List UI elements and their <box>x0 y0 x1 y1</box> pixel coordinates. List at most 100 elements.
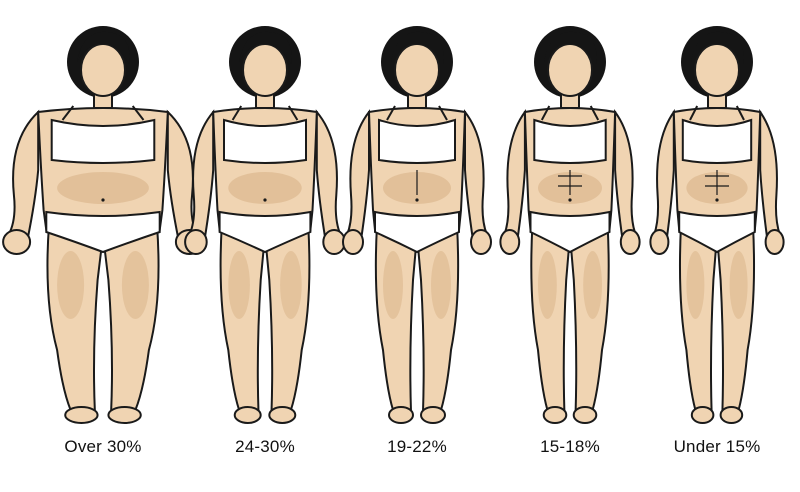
bra-strap-right <box>131 105 145 121</box>
label-19-22: 19-22% <box>387 437 447 456</box>
left-arm <box>7 109 40 242</box>
right-arm <box>315 109 342 242</box>
left-leg <box>46 223 105 414</box>
figure-illustration <box>649 26 785 424</box>
briefs <box>218 210 312 254</box>
label-under-15: Under 15% <box>673 437 761 456</box>
face <box>547 43 593 97</box>
right-foot <box>268 406 297 424</box>
right-foot <box>719 406 744 424</box>
bra-strap-right <box>287 105 299 121</box>
label-15-18: 15-18% <box>540 437 600 456</box>
right-foot <box>572 406 598 424</box>
label-over-30: Over 30% <box>64 437 142 456</box>
left-arm <box>502 108 526 242</box>
bra-strap-right <box>438 105 448 121</box>
figure-over-30 <box>2 20 204 430</box>
left-leg <box>530 223 572 414</box>
right-hand <box>764 229 785 255</box>
right-arm <box>614 108 638 242</box>
left-foot <box>542 406 568 424</box>
navel <box>568 198 572 202</box>
left-foot <box>690 406 715 424</box>
left-leg-shade <box>383 251 403 319</box>
bra-strap-left <box>689 105 699 121</box>
bra-strap-left <box>386 105 396 121</box>
figure-15-18 <box>490 20 650 430</box>
sports-bra <box>533 118 607 164</box>
right-leg-shade <box>280 251 302 319</box>
right-foot <box>107 406 142 424</box>
left-hand <box>499 229 521 255</box>
figure-illustration <box>184 26 346 424</box>
face <box>394 43 440 97</box>
hair-fringe <box>77 31 130 64</box>
face <box>694 43 740 97</box>
right-arm <box>464 109 489 242</box>
abs-grid <box>558 175 582 187</box>
right-leg <box>101 223 160 414</box>
left-hand <box>2 229 32 255</box>
label-24-30: 24-30% <box>235 437 295 456</box>
left-arm <box>345 109 370 242</box>
right-leg <box>568 223 610 414</box>
bra-strap-left <box>540 105 551 121</box>
sports-bra <box>50 118 156 164</box>
right-leg <box>415 223 460 414</box>
left-foot <box>233 406 262 424</box>
sports-bra <box>681 118 753 164</box>
hair-fringe <box>691 31 744 64</box>
left-leg-shade <box>538 251 557 319</box>
right-arm <box>759 108 782 242</box>
figure-19-22 <box>337 20 497 430</box>
briefs <box>45 210 161 254</box>
figure-24-30 <box>184 20 346 430</box>
abs-grid <box>705 175 729 187</box>
right-leg-shade <box>583 251 602 319</box>
right-leg-shade <box>121 251 149 319</box>
bra-strap-left <box>231 105 243 121</box>
briefs <box>529 210 611 254</box>
hair-fringe <box>544 31 597 64</box>
briefs <box>678 210 756 254</box>
right-hand <box>470 229 492 255</box>
sports-bra <box>223 118 307 164</box>
right-foot <box>420 406 446 424</box>
right-leg-shade <box>729 251 748 319</box>
left-foot <box>388 406 414 424</box>
briefs <box>374 210 460 254</box>
left-leg-shade <box>686 251 705 319</box>
left-leg-shade <box>57 251 85 319</box>
belly-shade <box>57 172 149 204</box>
figure-illustration <box>499 26 641 424</box>
right-leg <box>715 223 756 414</box>
hair-fringe <box>239 31 292 64</box>
right-leg-shade <box>431 251 451 319</box>
left-arm <box>652 108 675 242</box>
bra-strap-left <box>61 105 75 121</box>
belly-shade <box>228 172 302 204</box>
figure-illustration <box>342 26 492 424</box>
navel <box>101 198 105 202</box>
left-leg-shade <box>228 251 250 319</box>
face <box>80 43 126 97</box>
navel <box>415 198 419 202</box>
left-hand <box>649 229 670 255</box>
sports-bra <box>378 118 456 164</box>
navel <box>715 198 719 202</box>
bra-strap-right <box>589 105 600 121</box>
left-leg <box>374 223 419 414</box>
bra-strap-right <box>735 105 745 121</box>
figure-illustration <box>2 26 204 424</box>
face <box>242 43 288 97</box>
left-hand <box>184 229 208 255</box>
left-arm <box>188 109 215 242</box>
left-hand <box>342 229 364 255</box>
left-foot <box>64 406 99 424</box>
figure-under-15 <box>637 20 797 430</box>
right-hand <box>619 229 641 255</box>
navel <box>263 198 267 202</box>
hair-fringe <box>391 31 444 64</box>
left-leg <box>678 223 719 414</box>
